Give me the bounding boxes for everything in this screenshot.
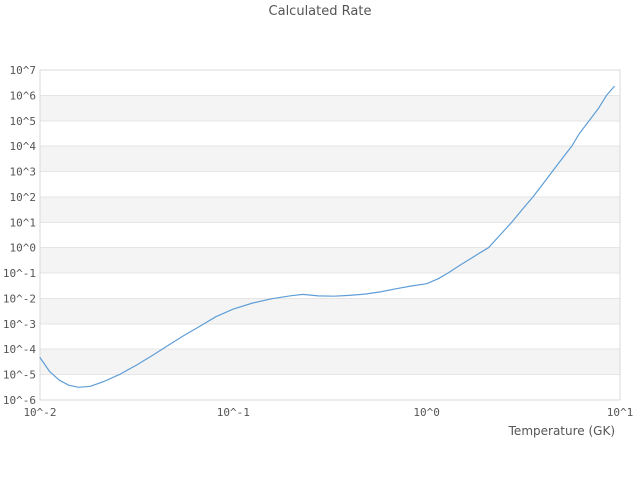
y-tick-label: 10^6	[10, 89, 37, 102]
x-axis-title: Temperature (GK)	[508, 424, 615, 438]
y-tick-label: 10^-4	[3, 343, 36, 356]
y-tick-label: 10^2	[10, 191, 37, 204]
x-tick-label: 10^-2	[23, 406, 56, 419]
y-tick-label: 10^1	[10, 216, 37, 229]
decade-band	[40, 146, 620, 172]
y-tick-label: 10^-3	[3, 318, 36, 331]
y-tick-label: 10^0	[10, 242, 37, 255]
chart-title: Calculated Rate	[268, 4, 372, 19]
y-tick-label: 10^-5	[3, 369, 36, 382]
y-tick-label: 10^7	[10, 64, 37, 77]
y-tick-label: 10^-2	[3, 292, 36, 305]
decade-band	[40, 196, 620, 223]
y-tick-label: 10^5	[10, 115, 37, 128]
x-tick-label: 10^0	[413, 406, 440, 419]
x-tick-label: 10^1	[607, 406, 634, 419]
decade-band	[40, 298, 620, 324]
x-tick-label: 10^-1	[217, 406, 250, 419]
rate-curve	[39, 85, 615, 388]
y-tick-label: 10^-6	[3, 394, 36, 407]
plot-border	[39, 69, 621, 401]
y-tick-label: 10^3	[10, 166, 37, 179]
decade-band	[40, 247, 620, 274]
decade-band	[40, 95, 620, 121]
decade-band	[40, 349, 620, 375]
y-tick-label: 10^4	[10, 140, 37, 153]
y-tick-label: 10^-1	[3, 267, 36, 280]
